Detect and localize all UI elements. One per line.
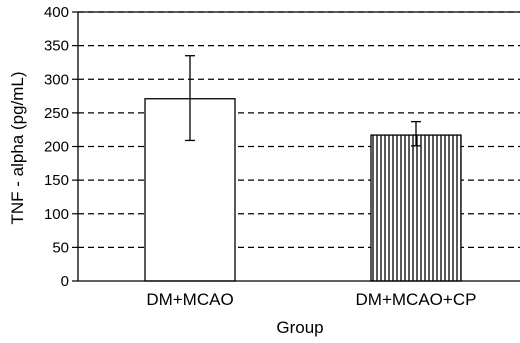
- y-tick-label: 300: [44, 71, 69, 88]
- y-tick-label: 400: [44, 4, 69, 21]
- axes: 0 50 100 150 200 250 300 350 400 DM+MCAO DM+MCAO+C…: [44, 4, 520, 309]
- y-tick-label: 150: [44, 172, 69, 189]
- x-tick-label: DM+MCAO: [146, 290, 233, 309]
- x-tick-label: DM+MCAO+CP: [356, 290, 477, 309]
- x-axis-label: Group: [276, 318, 323, 337]
- y-tick-label: 350: [44, 38, 69, 55]
- y-tick-label: 200: [44, 139, 69, 156]
- labels: TNF - alpha (pg/mL) Group: [8, 71, 324, 337]
- bars: [144, 55, 462, 282]
- y-axis-label: TNF - alpha (pg/mL): [8, 71, 27, 224]
- y-tick-label: 50: [52, 239, 69, 256]
- y-tick-label: 250: [44, 105, 69, 122]
- y-tick-label: 0: [61, 273, 69, 290]
- y-tick-label: 100: [44, 206, 69, 223]
- bar-2: [370, 134, 462, 282]
